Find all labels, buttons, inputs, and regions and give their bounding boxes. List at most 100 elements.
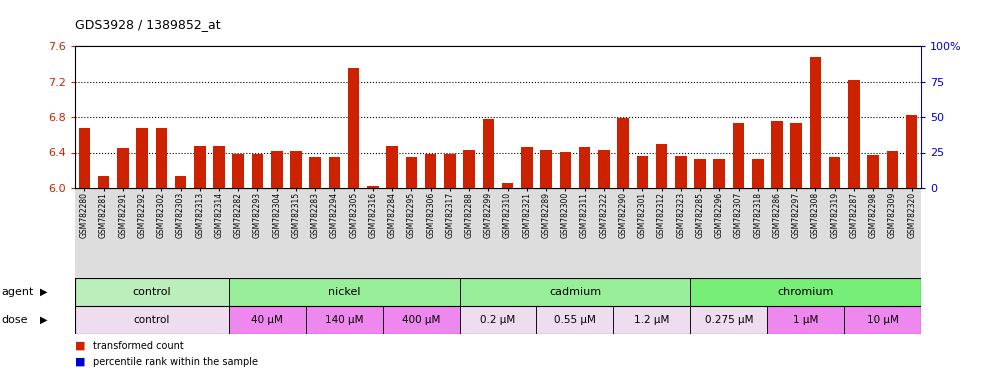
Bar <box>459 306 537 334</box>
Bar <box>694 159 706 188</box>
Text: nickel: nickel <box>328 287 361 297</box>
Text: ▶: ▶ <box>40 287 48 297</box>
Point <box>653 103 669 109</box>
Text: 1 μM: 1 μM <box>793 315 819 325</box>
Bar <box>194 146 205 188</box>
Bar <box>310 157 321 188</box>
Text: percentile rank within the sample: percentile rank within the sample <box>93 357 258 367</box>
Bar <box>75 306 229 334</box>
Text: control: control <box>133 315 170 325</box>
Point <box>153 103 169 109</box>
Point <box>769 111 785 117</box>
Bar <box>118 148 128 188</box>
Bar <box>425 154 436 188</box>
Bar <box>618 118 628 188</box>
Point <box>616 104 631 110</box>
Bar <box>521 147 533 188</box>
Point <box>808 91 824 98</box>
Point <box>519 107 535 113</box>
Bar <box>598 150 610 188</box>
Bar <box>252 154 263 188</box>
Bar <box>329 157 341 188</box>
Bar <box>405 157 417 188</box>
Point <box>538 107 554 113</box>
Bar <box>675 156 686 188</box>
Bar <box>271 151 283 188</box>
Point <box>384 107 400 113</box>
Point <box>403 111 419 117</box>
Text: dose: dose <box>1 315 28 325</box>
Text: agent: agent <box>1 287 34 297</box>
Point <box>134 103 150 109</box>
Text: ▶: ▶ <box>40 315 48 325</box>
Point <box>577 104 593 110</box>
Bar <box>849 80 860 188</box>
Point <box>500 107 516 113</box>
Bar <box>382 306 459 334</box>
Bar <box>306 306 382 334</box>
Text: 0.2 μM: 0.2 μM <box>480 315 516 325</box>
Point <box>77 103 93 109</box>
Point <box>750 111 766 117</box>
Bar <box>690 278 921 306</box>
Text: GDS3928 / 1389852_at: GDS3928 / 1389852_at <box>75 18 220 31</box>
Point <box>846 98 862 104</box>
Point <box>288 107 304 113</box>
Bar <box>845 306 921 334</box>
Point <box>461 107 477 113</box>
Text: 0.55 μM: 0.55 μM <box>554 315 596 325</box>
Point <box>422 107 438 113</box>
Bar <box>463 150 475 188</box>
Bar <box>537 306 614 334</box>
Point <box>634 107 650 113</box>
Text: 40 μM: 40 μM <box>251 315 283 325</box>
Point <box>211 103 227 109</box>
Point <box>673 107 689 113</box>
Point <box>269 104 285 110</box>
Bar <box>733 123 744 188</box>
Point <box>827 104 843 110</box>
Bar <box>348 68 360 188</box>
Bar <box>386 146 398 188</box>
Point <box>230 107 246 113</box>
Text: 0.275 μM: 0.275 μM <box>704 315 753 325</box>
Bar <box>868 155 879 188</box>
Text: ■: ■ <box>75 357 86 367</box>
Bar <box>829 157 841 188</box>
Point <box>96 111 112 117</box>
Point <box>115 106 130 112</box>
Bar <box>229 278 459 306</box>
Bar <box>232 154 244 188</box>
Text: 1.2 μM: 1.2 μM <box>634 315 669 325</box>
Bar <box>155 127 167 188</box>
Point <box>788 103 804 109</box>
Bar <box>810 57 822 188</box>
Bar <box>459 278 690 306</box>
Point <box>442 107 458 113</box>
Text: ■: ■ <box>75 341 86 351</box>
Text: 10 μM: 10 μM <box>867 315 898 325</box>
Text: transformed count: transformed count <box>93 341 183 351</box>
Bar <box>713 159 725 188</box>
Text: 400 μM: 400 μM <box>401 315 440 325</box>
Point <box>903 98 919 104</box>
Point <box>596 103 612 109</box>
Bar <box>906 115 917 188</box>
Point <box>192 103 208 109</box>
Point <box>172 111 188 117</box>
Bar <box>655 144 667 188</box>
Point <box>866 103 881 109</box>
Text: cadmium: cadmium <box>549 287 601 297</box>
Bar <box>502 183 513 188</box>
Point <box>730 103 746 109</box>
Point <box>480 107 496 113</box>
Text: chromium: chromium <box>778 287 834 297</box>
Bar <box>579 147 591 188</box>
Bar <box>690 306 767 334</box>
Bar <box>483 119 494 188</box>
Bar <box>136 127 147 188</box>
Text: 140 μM: 140 μM <box>325 315 364 325</box>
Bar <box>752 159 764 188</box>
Point <box>327 107 343 113</box>
Bar <box>75 278 229 306</box>
